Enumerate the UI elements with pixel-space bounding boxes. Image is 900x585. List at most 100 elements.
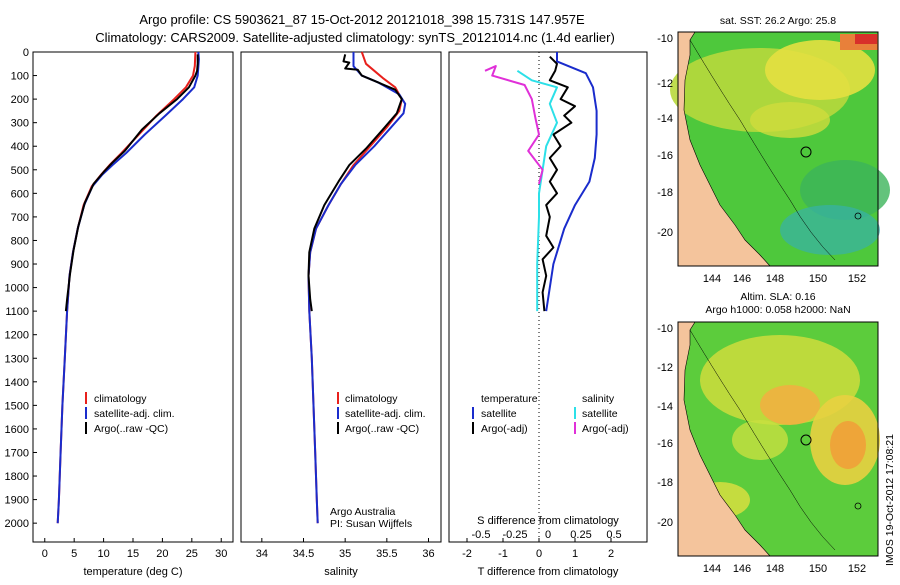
sst-map-title: sat. SST: 26.2 Argo: 25.8 bbox=[720, 15, 836, 27]
map-tick-label: -10 bbox=[657, 323, 673, 335]
y-tick-label: 1500 bbox=[5, 400, 29, 412]
map-tick-label: -12 bbox=[657, 362, 673, 374]
sla-map-reef-marker bbox=[854, 502, 862, 510]
sst-map-xticks: 144 146 148 150 152 bbox=[703, 273, 866, 285]
map-tick-label: 152 bbox=[848, 273, 866, 285]
imos-watermark: IMOS 19-Oct-2012 17:08:21 bbox=[884, 434, 896, 566]
map-tick-label: 148 bbox=[766, 563, 784, 575]
sla-map-argo-marker bbox=[800, 434, 812, 446]
sst-map-panel: sat. SST: 26.2 Argo: 25.8 -10 -12 -14 -1… bbox=[657, 15, 890, 285]
y-tick-label: 100 bbox=[11, 71, 29, 83]
y-tick-label: 1400 bbox=[5, 377, 29, 389]
map-tick-label: 150 bbox=[809, 563, 827, 575]
legend-salinity-title: salinity bbox=[582, 393, 615, 405]
x-tick-label: 34 bbox=[256, 548, 268, 560]
x-tick-label: 36 bbox=[422, 548, 434, 560]
legend-sat-s-label: satellite bbox=[582, 408, 618, 420]
legend-satellite-label: satellite-adj. clim. bbox=[94, 408, 175, 420]
y-tick-label: 200 bbox=[11, 94, 29, 106]
sla-map-xticks: 144 146 148 150 152 bbox=[703, 563, 866, 575]
sla-map-highs bbox=[690, 335, 880, 518]
x-tick-label: 20 bbox=[156, 548, 168, 560]
x-tick-label: 5 bbox=[71, 548, 77, 560]
x-tick-label: 35.5 bbox=[376, 548, 397, 560]
sla-map-coastline bbox=[677, 321, 771, 557]
series-line-argo bbox=[307, 54, 403, 312]
argo-australia-label: Argo Australia bbox=[330, 506, 396, 518]
map-tick-label: 144 bbox=[703, 563, 721, 575]
y-tick-label: 1700 bbox=[5, 447, 29, 459]
series-line-satellite-t bbox=[545, 52, 598, 312]
sla-map-title-line2: Argo h1000: 0.058 h2000: NaN bbox=[705, 304, 850, 316]
sla-map-yticks: -10 -12 -14 -16 -18 -20 bbox=[657, 323, 673, 529]
legend-argo-label: Argo(..raw -QC) bbox=[94, 423, 168, 435]
map-tick-label: -20 bbox=[657, 517, 673, 529]
y-tick-label: 2000 bbox=[5, 518, 29, 530]
y-tick-label: 1200 bbox=[5, 330, 29, 342]
y-tick-label: 1600 bbox=[5, 424, 29, 436]
sst-map-warm-patches bbox=[670, 34, 890, 255]
s-tick-label: -0.25 bbox=[502, 529, 527, 541]
temperature-axes-frame bbox=[32, 51, 234, 543]
x-tick-label: 15 bbox=[127, 548, 139, 560]
x-tick-label: 0 bbox=[42, 548, 48, 560]
series-line-argo-s bbox=[484, 65, 544, 185]
map-tick-label: 146 bbox=[733, 563, 751, 575]
difference-legend: temperature salinity satellite Argo(-adj… bbox=[472, 393, 629, 435]
y-tick-label: 1000 bbox=[5, 283, 29, 295]
map-tick-label: -10 bbox=[657, 33, 673, 45]
s-difference-label: S difference from climatology bbox=[477, 515, 619, 527]
x-tick-label: 25 bbox=[186, 548, 198, 560]
salinity-panel: 34 34.5 35 35.5 36 salinity climatology sate… bbox=[240, 51, 442, 578]
s-difference-ticks: -0.5 -0.25 0 0.25 0.5 bbox=[472, 529, 622, 541]
map-tick-label: -18 bbox=[657, 477, 673, 489]
difference-panel: -2 -1 0 1 2 T difference from climatology S … bbox=[448, 51, 648, 578]
sst-map-reef-marker bbox=[854, 212, 862, 220]
pi-label: PI: Susan Wijffels bbox=[330, 518, 412, 530]
salinity-xlabel: salinity bbox=[324, 566, 358, 578]
sst-map-contour bbox=[689, 39, 836, 261]
x-tick-label: 35 bbox=[339, 548, 351, 560]
x-tick-label: 2 bbox=[608, 548, 614, 560]
x-tick-label: -2 bbox=[462, 548, 472, 560]
legend-satellite-label: satellite-adj. clim. bbox=[345, 408, 426, 420]
temperature-xlabel: temperature (deg C) bbox=[83, 566, 182, 578]
y-tick-label: 500 bbox=[11, 165, 29, 177]
legend-temperature-title: temperature bbox=[481, 393, 538, 405]
map-tick-label: -14 bbox=[657, 401, 673, 413]
map-tick-label: 152 bbox=[848, 563, 866, 575]
salinity-axes-frame bbox=[240, 51, 442, 543]
map-tick-label: 146 bbox=[733, 273, 751, 285]
x-tick-label: 1 bbox=[572, 548, 578, 560]
temperature-legend: climatology satellite-adj. clim. Argo(..… bbox=[85, 392, 175, 435]
sst-map-frame bbox=[677, 31, 879, 267]
salinity-legend: climatology satellite-adj. clim. Argo(..… bbox=[337, 392, 426, 435]
legend-climatology-label: climatology bbox=[94, 393, 147, 405]
y-tick-label: 1900 bbox=[5, 495, 29, 507]
sst-map-coastline bbox=[677, 31, 771, 267]
legend-argo-s-label: Argo(-adj) bbox=[582, 423, 629, 435]
x-tick-label: 10 bbox=[97, 548, 109, 560]
s-tick-label: -0.5 bbox=[472, 529, 491, 541]
s-tick-label: 0.25 bbox=[570, 529, 591, 541]
s-tick-label: 0.5 bbox=[606, 529, 621, 541]
y-tick-label: 300 bbox=[11, 118, 29, 130]
legend-sat-t-label: satellite bbox=[481, 408, 517, 420]
figure-title-line1: Argo profile: CS 5903621_87 15-Oct-2012 … bbox=[139, 12, 585, 27]
legend-climatology-label: climatology bbox=[345, 393, 398, 405]
y-tick-label: 400 bbox=[11, 141, 29, 153]
y-tick-label: 600 bbox=[11, 188, 29, 200]
y-tick-label: 1800 bbox=[5, 471, 29, 483]
temperature-panel: 0100200300400500600700800900100011001200… bbox=[5, 47, 234, 578]
map-tick-label: -20 bbox=[657, 227, 673, 239]
sla-map-frame bbox=[677, 321, 879, 557]
figure-title-line2: Climatology: CARS2009. Satellite-adjuste… bbox=[95, 30, 615, 45]
x-tick-label: 34.5 bbox=[293, 548, 314, 560]
map-tick-label: -18 bbox=[657, 187, 673, 199]
x-tick-label: 0 bbox=[536, 548, 542, 560]
map-tick-label: -12 bbox=[657, 78, 673, 90]
series-line-argo bbox=[64, 54, 199, 312]
series-line-satellite-s bbox=[516, 69, 558, 312]
t-difference-xlabel: T difference from climatology bbox=[478, 566, 619, 578]
